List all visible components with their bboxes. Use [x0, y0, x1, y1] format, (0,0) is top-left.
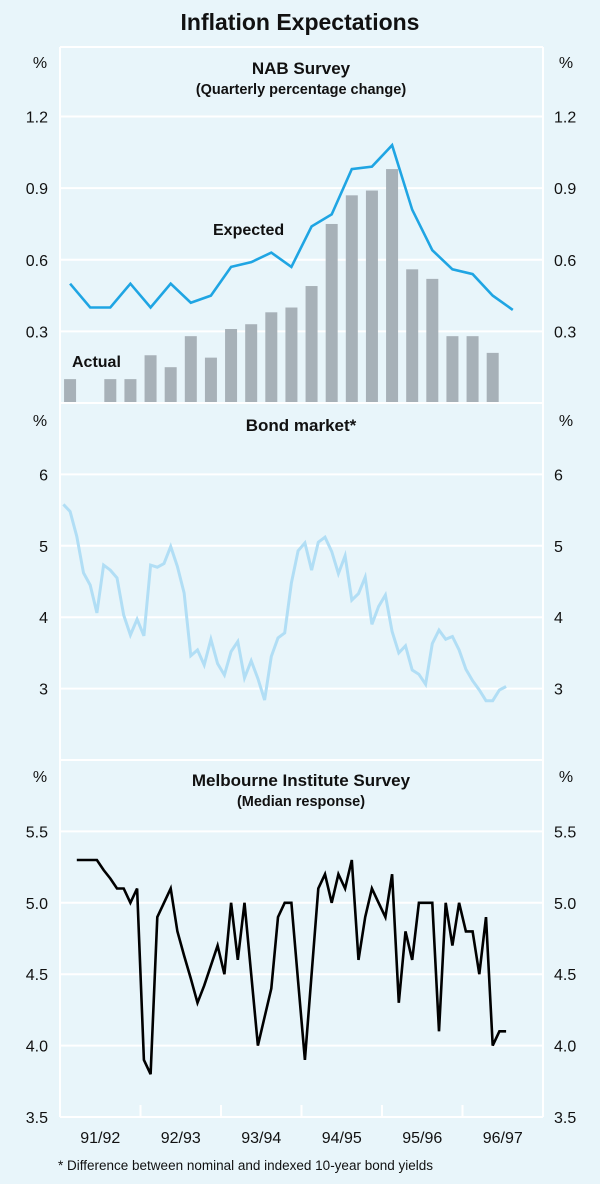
x-tick-label: 96/97 — [483, 1130, 523, 1147]
y-tick-label-left: 1.2 — [26, 110, 48, 127]
y-tick-label-left: 3 — [39, 682, 48, 699]
actual-bar — [184, 336, 197, 403]
actual-series-label: Actual — [72, 354, 121, 371]
panel1-subtitle: (Quarterly percentage change) — [196, 82, 406, 98]
y-tick-label-left: 0.6 — [26, 253, 48, 270]
actual-bar — [426, 278, 439, 403]
bond-market-line — [62, 503, 507, 703]
panel2-right-unit: % — [559, 413, 573, 430]
y-tick-label-left: 6 — [39, 467, 48, 484]
y-tick-label-right: 5.5 — [554, 824, 576, 841]
y-tick-label-right: 0.3 — [554, 324, 576, 341]
y-tick-label-right: 0.9 — [554, 181, 576, 198]
axis-labels: 0.3 0.3 0.6 0.6 0.9 0.9 1.2 1.2 3 3 4 4 5 5 6 6 3.5 3.5 4.… — [26, 110, 577, 1147]
y-tick-label-right: 4.5 — [554, 967, 576, 984]
actual-bar — [245, 324, 258, 403]
y-tick-label-right: 4 — [554, 610, 563, 627]
actual-bar — [325, 223, 338, 403]
actual-bar — [144, 355, 157, 403]
actual-bar — [285, 307, 298, 403]
actual-bar — [365, 190, 378, 403]
y-tick-label-left: 3.5 — [26, 1110, 48, 1127]
actual-bar — [124, 379, 137, 403]
y-tick-label-left: 5.5 — [26, 824, 48, 841]
x-tick-label: 92/93 — [161, 1130, 201, 1147]
y-tick-label-left: 4.5 — [26, 967, 48, 984]
y-tick-label-left: 0.9 — [26, 181, 48, 198]
panel1-left-unit: % — [33, 55, 47, 72]
actual-bar — [345, 195, 358, 403]
actual-bar — [305, 286, 318, 403]
melbourne-survey-line — [76, 858, 507, 1075]
gridlines — [60, 115, 543, 1118]
expected-series-label: Expected — [213, 222, 284, 239]
panel1-title: NAB Survey — [252, 59, 351, 78]
panel3-right-unit: % — [559, 769, 573, 786]
footnote: * Difference between nominal and indexed… — [58, 1158, 433, 1173]
y-tick-label-left: 4.0 — [26, 1039, 48, 1056]
y-tick-label-right: 5 — [554, 539, 563, 556]
y-tick-label-right: 3 — [554, 682, 563, 699]
actual-bar — [386, 169, 399, 403]
y-tick-label-right: 0.6 — [554, 253, 576, 270]
actual-bar — [225, 329, 238, 403]
y-tick-label-left: 4 — [39, 610, 48, 627]
actual-bar — [466, 336, 479, 403]
x-tick-label: 94/95 — [322, 1130, 362, 1147]
y-tick-label-right: 5.0 — [554, 896, 576, 913]
actual-bar — [204, 357, 217, 403]
data-marks — [62, 142, 514, 1075]
y-tick-label-left: 0.3 — [26, 324, 48, 341]
x-tick-label: 95/96 — [402, 1130, 442, 1147]
actual-bar — [104, 379, 117, 403]
panel3-title: Melbourne Institute Survey — [192, 771, 411, 790]
actual-bar — [446, 336, 459, 403]
actual-bar — [486, 352, 499, 403]
y-tick-label-right: 6 — [554, 467, 563, 484]
chart-title: Inflation Expectations — [181, 9, 420, 35]
y-tick-label-right: 4.0 — [554, 1039, 576, 1056]
panel2-left-unit: % — [33, 413, 47, 430]
panel3-left-unit: % — [33, 769, 47, 786]
y-tick-label-left: 5.0 — [26, 896, 48, 913]
plot-frame — [59, 46, 544, 1118]
x-tick-label: 93/94 — [241, 1130, 281, 1147]
panel3-subtitle: (Median response) — [237, 794, 365, 810]
actual-bar — [265, 312, 278, 403]
actual-bar — [406, 269, 419, 403]
x-tick-label: 91/92 — [80, 1130, 120, 1147]
y-tick-label-left: 5 — [39, 539, 48, 556]
expected-line — [69, 142, 514, 311]
panel2-title: Bond market* — [246, 416, 357, 435]
y-tick-label-right: 3.5 — [554, 1110, 576, 1127]
panel1-right-unit: % — [559, 55, 573, 72]
y-tick-label-right: 1.2 — [554, 110, 576, 127]
actual-bar — [164, 367, 177, 403]
actual-bar — [64, 379, 77, 403]
